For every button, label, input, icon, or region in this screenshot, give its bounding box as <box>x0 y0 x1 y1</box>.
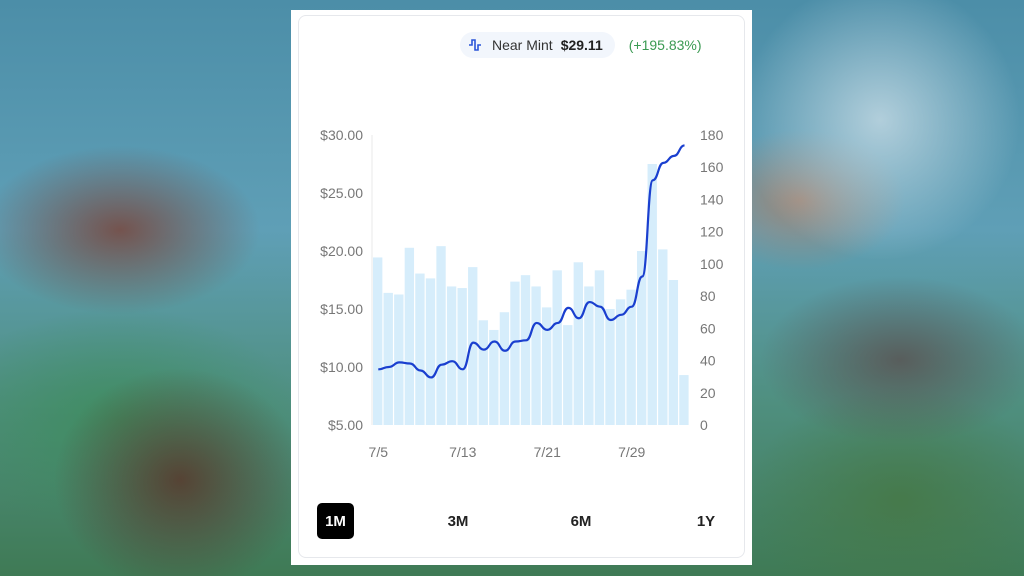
x-axis-tick: 7/13 <box>449 444 476 460</box>
legend-price: $29.11 <box>560 37 603 53</box>
volume-bar <box>658 249 668 425</box>
left-axis-tick: $30.00 <box>320 127 363 143</box>
x-axis-tick: 7/5 <box>369 444 389 460</box>
volume-bar <box>499 312 510 425</box>
left-axis-tick: $15.00 <box>320 301 363 317</box>
left-axis-tick: $25.00 <box>320 185 363 201</box>
volume-bar <box>489 329 499 425</box>
legend-pill[interactable]: Near Mint $29.11 <box>460 32 615 58</box>
price-line <box>378 144 685 379</box>
range-1y-button[interactable]: 1Y <box>696 512 716 530</box>
legend-change: (+195.83%) <box>628 37 702 53</box>
volume-bar <box>541 307 552 425</box>
right-axis-tick: 120 <box>700 224 724 240</box>
right-axis-tick: 160 <box>700 159 724 175</box>
volume-bar <box>425 278 436 425</box>
volume-bar <box>520 275 531 425</box>
left-axis-tick: $10.00 <box>320 359 363 375</box>
volume-bar <box>679 375 689 425</box>
volume-bar <box>531 286 541 425</box>
right-axis-tick: 80 <box>700 288 716 304</box>
chart-legend: Near Mint $29.11 (+195.83%) <box>460 32 702 58</box>
x-axis-tick: 7/21 <box>534 444 561 460</box>
right-axis-tick: 0 <box>700 417 708 433</box>
volume-bar <box>626 289 636 425</box>
range-1m-button[interactable]: 1M <box>317 503 354 539</box>
volume-bar <box>373 257 383 425</box>
volume-bar <box>584 286 594 425</box>
range-6m-button[interactable]: 6M <box>570 512 592 530</box>
volume-bar <box>668 280 679 425</box>
volume-bar <box>446 286 457 425</box>
right-axis-tick: 20 <box>700 385 716 401</box>
volume-bar <box>436 246 446 425</box>
volume-bar <box>383 292 393 425</box>
right-axis-tick: 40 <box>700 353 716 369</box>
right-axis-tick: 180 <box>700 127 724 143</box>
volume-bar <box>647 164 657 425</box>
legend-condition: Near Mint <box>492 37 553 53</box>
volume-bar <box>510 281 520 425</box>
price-line-icon <box>469 39 481 51</box>
volume-bar <box>457 288 467 425</box>
volume-bar <box>468 267 478 425</box>
right-axis-tick: 60 <box>700 320 716 336</box>
volume-bar <box>605 309 615 425</box>
volume-bar <box>563 325 573 425</box>
right-axis-tick: 100 <box>700 256 724 272</box>
left-axis-tick: $20.00 <box>320 243 363 259</box>
volume-bar <box>552 270 562 425</box>
right-axis-tick: 140 <box>700 191 724 207</box>
left-axis-tick: $5.00 <box>328 417 363 433</box>
volume-bar <box>394 294 404 425</box>
volume-bar <box>415 273 425 425</box>
volume-bar <box>637 251 647 425</box>
volume-bar <box>573 262 583 425</box>
volume-bar <box>404 247 415 425</box>
volume-bar <box>478 320 488 425</box>
volume-bar <box>615 299 626 425</box>
x-axis-tick: 7/29 <box>618 444 645 460</box>
volume-bar <box>594 270 605 425</box>
range-3m-button[interactable]: 3M <box>447 512 469 530</box>
